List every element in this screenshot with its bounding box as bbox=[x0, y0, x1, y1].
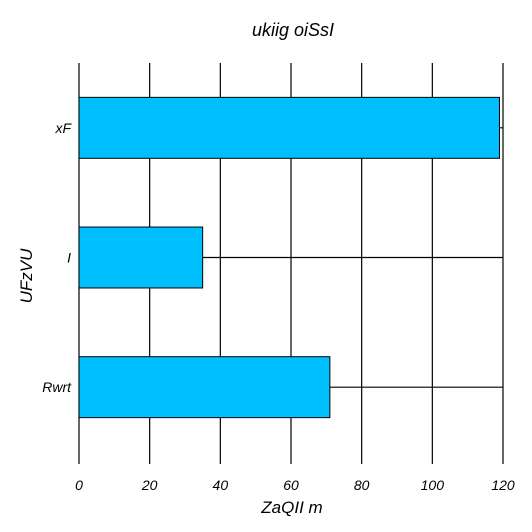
bar-rwrt bbox=[78, 356, 331, 419]
y-tick-label: xF bbox=[54, 120, 72, 136]
chart-title: ukiig oiSsI bbox=[252, 20, 334, 40]
y-tick-label: Rwrt bbox=[42, 379, 72, 395]
y-tick-label: I bbox=[67, 250, 71, 266]
bar-xf bbox=[78, 96, 500, 159]
y-axis-label: UFzVU bbox=[17, 248, 36, 304]
bars bbox=[78, 96, 500, 419]
x-tick-label: 40 bbox=[213, 477, 229, 493]
x-tick-labels: 0 20 40 60 80 100 120 bbox=[75, 477, 515, 493]
x-tick-label: 0 bbox=[75, 477, 83, 493]
x-axis-label: ZaQII m bbox=[260, 498, 322, 517]
x-tick-label: 80 bbox=[354, 477, 370, 493]
bar-i bbox=[78, 226, 204, 289]
x-tick-label: 120 bbox=[491, 477, 515, 493]
x-tick-label: 20 bbox=[141, 477, 158, 493]
x-tick-label: 100 bbox=[421, 477, 445, 493]
y-tick-labels: Rwrt IxF bbox=[42, 120, 72, 395]
x-tick-label: 60 bbox=[283, 477, 299, 493]
